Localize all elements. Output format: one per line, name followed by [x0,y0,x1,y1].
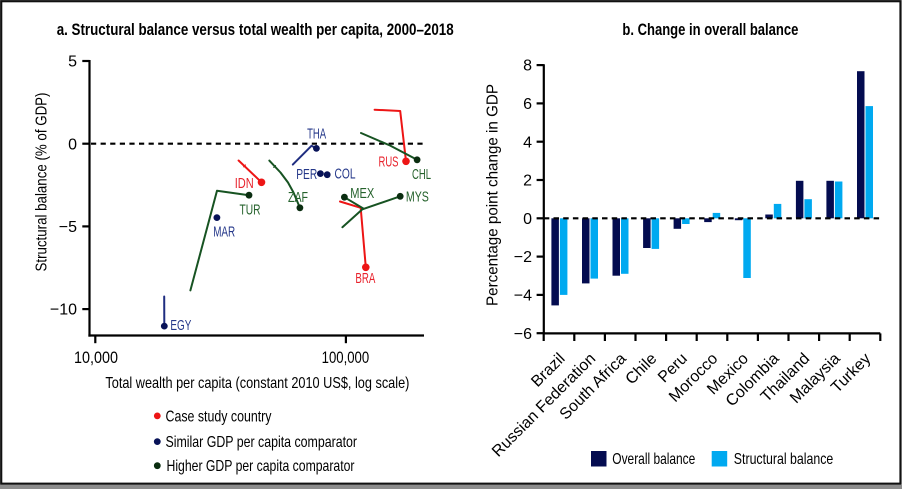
svg-text:−5: −5 [59,219,77,236]
svg-text:a. Structural balance versus t: a. Structural balance versus total wealt… [57,20,454,39]
svg-text:8: 8 [523,58,532,75]
svg-text:0: 0 [68,136,77,153]
svg-text:CHL: CHL [412,166,431,183]
svg-text:ZAF: ZAF [288,189,308,206]
svg-text:Structural balance (% of GDP): Structural balance (% of GDP) [34,93,51,272]
svg-text:−10: −10 [50,302,77,319]
svg-text:6: 6 [523,96,532,113]
svg-text:PER: PER [296,166,317,183]
svg-text:Higher GDP per capita comparat: Higher GDP per capita comparator [167,458,356,475]
svg-text:Similar GDP per capita compara: Similar GDP per capita comparator [166,434,358,451]
svg-text:Case study country: Case study country [166,408,272,425]
svg-text:RUS: RUS [379,153,399,170]
svg-text:4: 4 [523,134,532,151]
svg-text:COL: COL [335,165,356,182]
svg-text:2: 2 [523,173,532,190]
svg-text:IDN: IDN [235,175,254,192]
svg-text:−6: −6 [514,326,532,343]
svg-text:10,000: 10,000 [74,348,118,367]
svg-text:Percentage point change in GDP: Percentage point change in GDP [485,84,502,306]
svg-text:b. Change in overall balance: b. Change in overall balance [622,20,798,39]
svg-text:0: 0 [523,211,532,228]
svg-text:5: 5 [68,54,77,71]
svg-text:Structural balance: Structural balance [734,451,834,468]
svg-text:100,000: 100,000 [322,348,370,367]
svg-text:TUR: TUR [240,202,261,219]
svg-text:Overall balance: Overall balance [612,451,695,468]
svg-text:Total wealth per capita (const: Total wealth per capita (constant 2010 U… [105,375,409,392]
svg-text:EGY: EGY [170,317,191,334]
svg-text:THA: THA [307,125,326,142]
svg-text:MYS: MYS [406,188,429,205]
svg-text:−4: −4 [514,288,532,305]
svg-text:MEX: MEX [350,185,374,202]
svg-text:BRA: BRA [355,270,375,287]
svg-text:−2: −2 [514,249,532,266]
svg-text:MAR: MAR [213,224,235,241]
